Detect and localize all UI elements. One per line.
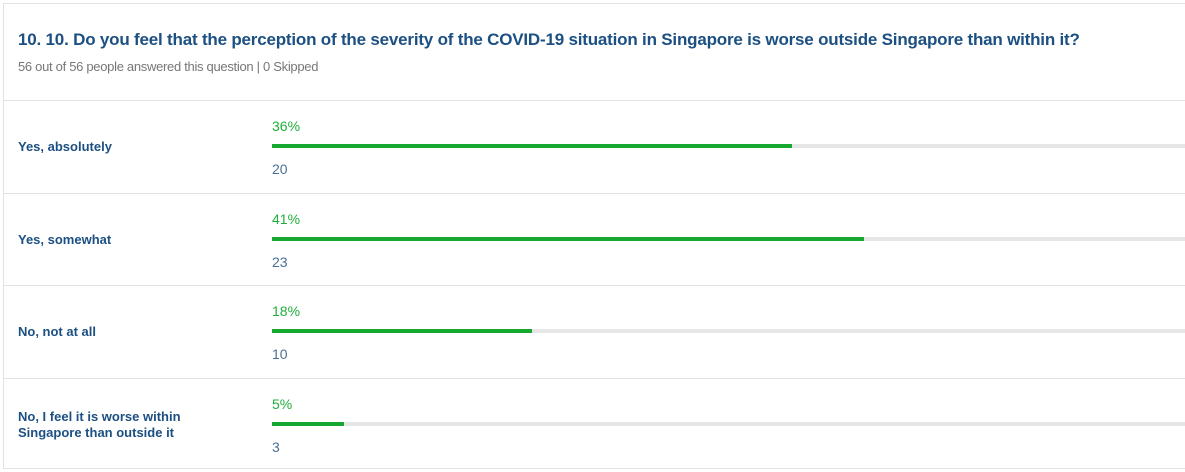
answer-label: Yes, absolutely <box>18 139 112 154</box>
bar-track <box>272 236 1185 241</box>
question-card: 10. 10. Do you feel that the perception … <box>3 3 1185 469</box>
answer-count: 20 <box>272 161 288 177</box>
answer-row: Yes, somewhat 41% 23 <box>4 192 1185 286</box>
bar <box>272 421 345 426</box>
percent-label: 5% <box>272 395 293 412</box>
answer-count: 3 <box>272 438 280 455</box>
answer-row: No, not at all 18% 10 <box>4 285 1185 378</box>
question-title: 10. 10. Do you feel that the perception … <box>18 30 1080 49</box>
bar <box>272 144 793 148</box>
bar <box>272 236 865 241</box>
answer-row: No, I feel it is worse within Singapore … <box>4 377 1185 469</box>
bar-track <box>272 329 1185 333</box>
answer-label: No, not at all <box>18 324 96 339</box>
answer-row: Yes, absolutely 36% 20 <box>4 100 1185 193</box>
answer-count: 10 <box>272 346 288 362</box>
bar-track <box>272 144 1185 148</box>
percent-label: 18% <box>272 303 301 319</box>
bar <box>272 329 533 333</box>
question-subtitle: 56 out of 56 people answered this questi… <box>18 59 319 74</box>
answer-label: Yes, somewhat <box>18 231 112 247</box>
answer-label: No, I feel it is worse within Singapore … <box>18 408 181 440</box>
percent-label: 41% <box>272 210 301 227</box>
bar-track <box>272 421 1185 426</box>
answer-count: 23 <box>272 253 288 270</box>
percent-label: 36% <box>272 118 301 134</box>
